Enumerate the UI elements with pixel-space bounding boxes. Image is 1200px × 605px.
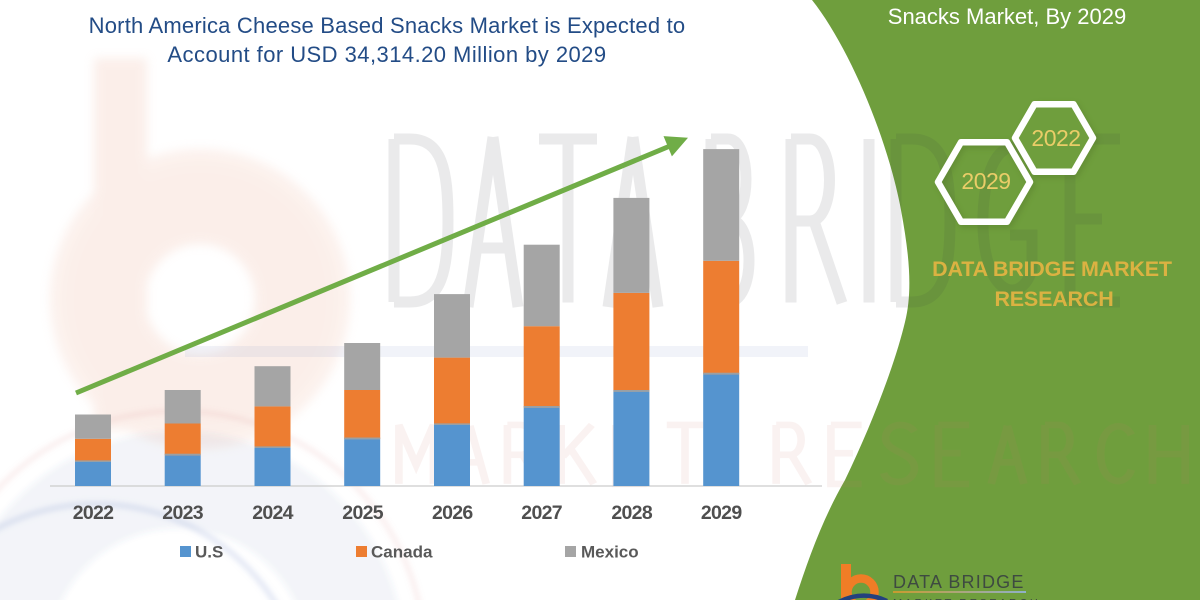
svg-text:RESEARCH: RESEARCH bbox=[994, 287, 1113, 311]
svg-text:2024: 2024 bbox=[252, 502, 293, 524]
svg-text:North America Cheese Based Sna: North America Cheese Based Snacks Market… bbox=[89, 13, 686, 38]
svg-text:DATA BRIDGE: DATA BRIDGE bbox=[893, 572, 1025, 592]
svg-text:2029: 2029 bbox=[701, 502, 742, 524]
svg-text:2026: 2026 bbox=[432, 502, 473, 524]
svg-text:DATA BRIDGE MARKET: DATA BRIDGE MARKET bbox=[932, 257, 1172, 281]
svg-text:2028: 2028 bbox=[611, 502, 652, 524]
svg-text:2027: 2027 bbox=[521, 502, 562, 524]
svg-text:Mexico: Mexico bbox=[581, 543, 639, 562]
svg-text:2025: 2025 bbox=[342, 502, 383, 524]
svg-text:Canada: Canada bbox=[371, 543, 433, 562]
svg-text:2023: 2023 bbox=[162, 502, 203, 524]
svg-text:U.S: U.S bbox=[195, 543, 223, 562]
svg-text:2022: 2022 bbox=[73, 502, 114, 524]
svg-text:2022: 2022 bbox=[1031, 125, 1080, 151]
svg-text:Snacks Market, By 2029: Snacks Market, By 2029 bbox=[888, 4, 1126, 29]
svg-text:2029: 2029 bbox=[961, 168, 1010, 194]
svg-text:Account for USD 34,314.20 Mill: Account for USD 34,314.20 Million by 202… bbox=[167, 42, 606, 67]
